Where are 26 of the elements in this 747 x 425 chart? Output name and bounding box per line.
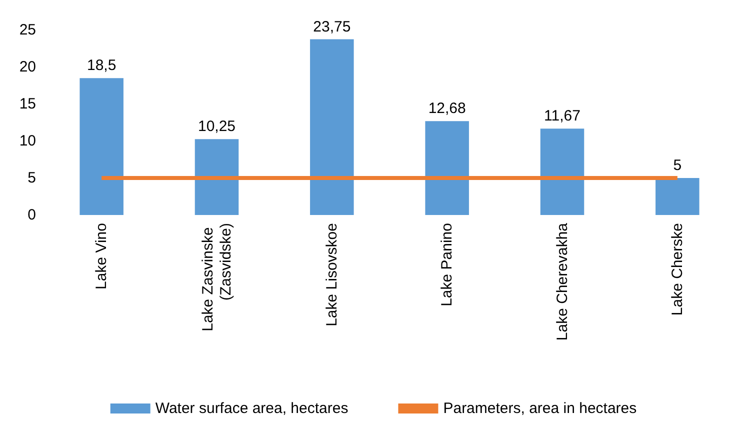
y-tick-label: 15	[19, 96, 36, 112]
x-tick-label: Lake Lisovskoe	[323, 223, 340, 326]
x-tick-label: Lake Vino	[93, 223, 110, 290]
x-tick-label: Lake Cherevakha	[554, 222, 571, 341]
x-tick-label: Lake Zasvinske (Zasvidske)	[199, 223, 234, 332]
data-label: 23,75	[313, 18, 351, 36]
bar	[540, 128, 584, 215]
bar	[656, 178, 700, 215]
y-tick-label: 25	[19, 22, 36, 38]
y-tick-label: 0	[28, 206, 36, 224]
bar	[310, 39, 354, 215]
y-tick-label: 10	[19, 132, 36, 150]
legend-label: Water surface area, hectares	[155, 400, 348, 417]
bar	[194, 139, 239, 215]
x-tick-label: Lake Cherske	[668, 223, 686, 316]
x-tick-label: Lake Panino	[438, 223, 456, 306]
data-label: 18,5	[86, 57, 116, 74]
legend-label: Parameters, area in hectares	[443, 400, 637, 417]
bar	[80, 78, 124, 215]
data-label: 11,67	[544, 108, 580, 125]
y-tick-label: 20	[19, 58, 36, 76]
data-label: 10,25	[198, 118, 236, 136]
data-label: 12,68	[428, 100, 466, 118]
bar	[425, 121, 469, 215]
data-label: 5	[673, 157, 682, 174]
y-tick-label: 5	[28, 170, 36, 186]
